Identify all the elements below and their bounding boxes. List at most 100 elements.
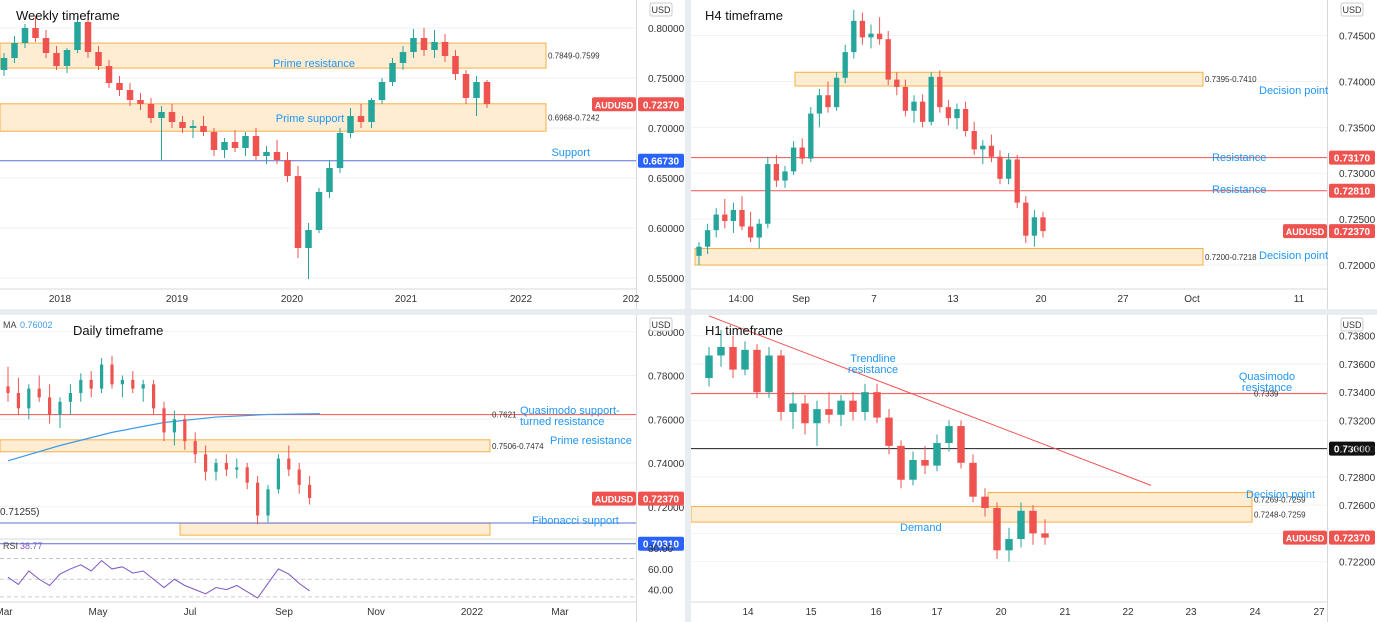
candle-body: [988, 145, 995, 157]
candle-body: [193, 441, 197, 455]
x-tick-label: Jul: [184, 607, 197, 618]
candle-body: [389, 63, 396, 82]
annotation-label: Decision point: [1259, 85, 1328, 97]
candle-body: [753, 349, 761, 393]
x-tick-label: 27: [1117, 294, 1129, 305]
daily-panel[interactable]: 0.7506-0.7474 0.7621 0.70310 0.80000 0.78000…: [0, 315, 685, 622]
zone-rect: [794, 71, 1204, 87]
annotation-label: Fibonacci support: [532, 515, 619, 527]
annotation-label: Decision point: [1246, 489, 1315, 501]
x-tick-label: 2018: [49, 294, 72, 305]
candle-body: [126, 90, 134, 100]
weekly-chart[interactable]: 0.7849-0.7599 0.6968-0.7242 0.66730 0.80000…: [0, 0, 685, 309]
candle-body: [954, 108, 960, 119]
price-tag: [1329, 183, 1375, 198]
h1-chart[interactable]: 0.7269-0.72590.7248-0.72590.73390.730000…: [691, 315, 1377, 622]
candle-body: [307, 484, 312, 498]
candle-body: [1005, 159, 1012, 179]
current-price-tag: [638, 491, 684, 506]
candle-body: [315, 192, 323, 230]
candle-body: [120, 379, 125, 385]
zone-rect: [694, 248, 1204, 266]
candle-body: [911, 101, 917, 111]
chart-title: H4 timeframe: [705, 8, 783, 23]
level-value-label: 0.7339: [1254, 390, 1279, 399]
x-tick-label: 2019: [166, 294, 189, 305]
candle-body: [849, 400, 857, 412]
candle-body: [200, 126, 207, 132]
y-tick-label: 0.74000: [1339, 77, 1376, 88]
candle-body: [47, 397, 52, 415]
rsi-tick-label: 80.00: [648, 544, 673, 555]
candle-body: [74, 22, 81, 50]
candle-body: [957, 426, 965, 463]
symbol-tag-text: AUDUSD: [595, 100, 634, 110]
candle-body: [0, 58, 8, 70]
candle-body: [789, 403, 797, 412]
annotation-label: Quasimodo support-: [520, 405, 620, 417]
y-tick-label: 0.73400: [1339, 388, 1376, 399]
candle-body: [410, 38, 417, 52]
candle-body: [172, 419, 177, 433]
x-tick-label: 21: [1059, 607, 1071, 618]
ma-indicator-value: 0.76002: [20, 320, 53, 330]
candle-body: [347, 116, 354, 133]
x-tick-label: 2021: [395, 294, 418, 305]
candle-body: [937, 76, 943, 108]
annotation-label: Prime resistance: [273, 58, 355, 70]
candle-body: [1023, 202, 1029, 236]
candle-body: [885, 417, 893, 446]
candle-body: [168, 112, 176, 122]
zone-range-label: 0.7269-0.7259: [1254, 496, 1306, 505]
h4-panel[interactable]: 0.7395-0.7410 0.7200-0.7218 0.73170 0.72810…: [691, 0, 1377, 309]
candle-body: [162, 408, 166, 433]
candle-body: [730, 209, 737, 221]
candle-body: [287, 458, 291, 470]
candle-body: [137, 100, 144, 104]
zone-rect: [691, 506, 1253, 523]
candle-body: [765, 164, 771, 224]
weekly-panel[interactable]: 0.7849-0.7599 0.6968-0.7242 0.66730 0.80000…: [0, 0, 685, 309]
y-tick-label: 0.60000: [648, 224, 685, 235]
candle-body: [921, 459, 929, 466]
candle-body: [873, 392, 881, 418]
annotation-label: Resistance: [1212, 152, 1266, 164]
candle-body: [431, 42, 438, 50]
candle-body: [1041, 533, 1049, 538]
current-price-text: 0.72370: [643, 100, 680, 111]
y-tick-label: 0.73600: [1339, 360, 1376, 371]
rsi-label: RSI: [3, 541, 18, 551]
candle-body: [876, 33, 883, 40]
h1-panel[interactable]: 0.7269-0.7259 0.7248-0.7259 0.7339 0.73000 0…: [691, 315, 1377, 622]
candle-body: [189, 126, 197, 128]
candle-body: [245, 467, 249, 483]
daily-chart[interactable]: 0.7506-0.7474 0.7621 0.70310 0.80000 0.78000…: [0, 315, 685, 622]
h4-chart[interactable]: 0.7395-0.7410 0.7200-0.7218 0.73170 0.72810…: [691, 0, 1377, 309]
x-tick-label: 2022: [461, 607, 484, 618]
panel-divider-horizontal[interactable]: [0, 309, 1377, 315]
candle-body: [141, 384, 145, 389]
y-tick-label: 0.74500: [1339, 32, 1376, 43]
candle-body: [27, 388, 31, 409]
candle-body: [1040, 217, 1046, 232]
candle-body: [183, 419, 187, 442]
rsi-value: 38.77: [20, 541, 43, 551]
x-tick-label: 27: [1313, 607, 1325, 618]
candle-body: [816, 95, 823, 114]
candle-body: [704, 230, 711, 247]
y-tick-label: 0.73000: [1339, 169, 1376, 180]
x-tick-label: 14:00: [728, 294, 753, 305]
x-tick-label: 23: [1185, 607, 1197, 618]
x-tick-label: Mar: [551, 607, 569, 618]
candle-body: [305, 230, 312, 248]
candle-body: [981, 496, 989, 508]
x-tick-label: 13: [947, 294, 959, 305]
annotation-label: Trendline: [850, 353, 895, 365]
candle-body: [909, 459, 917, 480]
annotation-label: Demand: [900, 522, 942, 534]
candle-body: [294, 176, 302, 248]
candle-body: [969, 462, 977, 497]
x-tick-label: 2020: [281, 294, 304, 305]
candle-body: [902, 86, 909, 111]
currency-badge-text: USD: [651, 320, 671, 330]
